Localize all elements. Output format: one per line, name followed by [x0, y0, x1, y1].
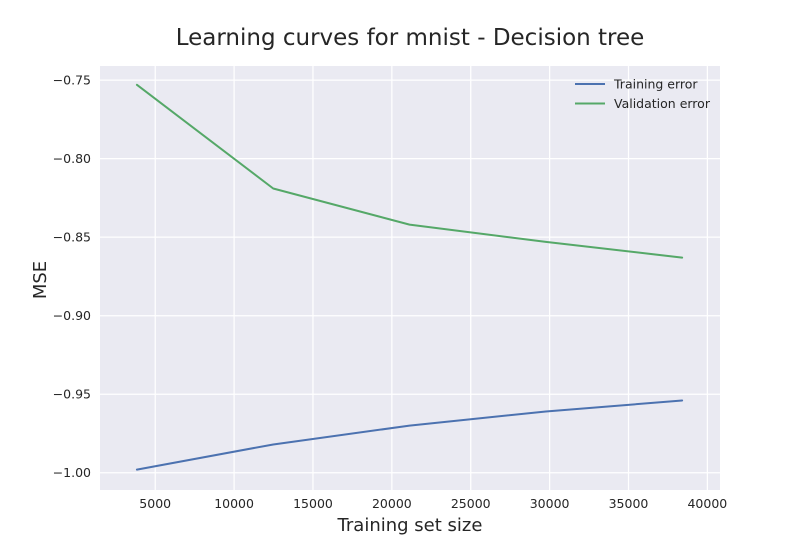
legend: Training error Validation error	[575, 77, 711, 111]
x-tick-label: 20000	[372, 496, 412, 511]
y-tick-label: −0.85	[53, 230, 91, 245]
grid	[100, 66, 720, 490]
y-tick-label: −0.80	[53, 151, 91, 166]
x-tick-label: 30000	[530, 496, 570, 511]
y-tick-label: −1.00	[53, 465, 91, 480]
y-axis-label: MSE	[30, 261, 51, 299]
y-axis-ticks: −1.00 −0.95 −0.90 −0.85 −0.80 −0.75	[53, 73, 91, 481]
y-tick-label: −0.90	[53, 308, 91, 323]
series-line-1	[135, 83, 684, 259]
legend-label: Training error	[613, 77, 698, 92]
legend-label: Validation error	[614, 96, 711, 111]
x-tick-label: 5000	[139, 496, 171, 511]
x-tick-label: 25000	[451, 496, 491, 511]
chart-title: Learning curves for mnist - Decision tre…	[176, 25, 645, 51]
x-tick-label: 10000	[214, 496, 254, 511]
y-tick-label: −0.95	[53, 387, 91, 402]
x-axis-label: Training set size	[337, 515, 483, 536]
x-tick-label: 40000	[687, 496, 727, 511]
x-tick-label: 35000	[609, 496, 649, 511]
x-tick-label: 15000	[293, 496, 333, 511]
y-tick-label: −0.75	[53, 73, 91, 88]
plot-area	[100, 66, 720, 490]
series-lines	[135, 83, 684, 471]
series-line-0	[135, 399, 684, 471]
x-axis-ticks: 5000 10000 15000 20000 25000 30000 35000 40000	[139, 496, 727, 511]
